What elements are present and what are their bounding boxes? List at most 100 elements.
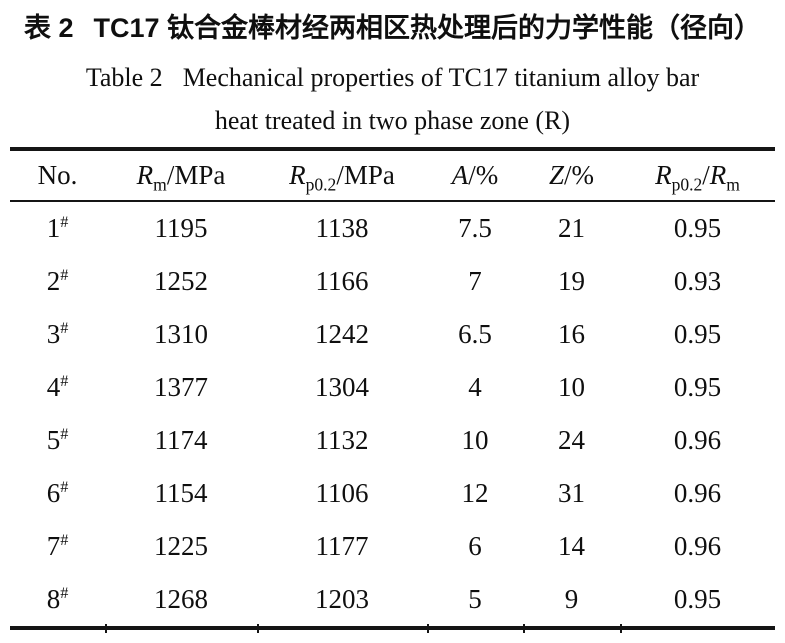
cell-rm: 1268 (154, 584, 208, 614)
specimen-number-mark: # (60, 584, 69, 602)
col-header-no-label: No. (37, 160, 78, 190)
cell-z: 10 (558, 372, 585, 402)
cell-ratio: 0.96 (673, 478, 722, 508)
specimen-number: 7 (46, 531, 61, 561)
cell-a: 6 (468, 531, 482, 561)
table-row: 8# 1268 1203 5 9 0.95 (10, 573, 775, 628)
col-header-rm-suffix: /MPa (166, 160, 226, 190)
specimen-number: 2 (46, 266, 61, 296)
cell-rp02: 1242 (315, 319, 369, 349)
cell-rm: 1195 (154, 213, 208, 243)
col-header-rp02-symbol: R (289, 160, 306, 190)
col-header-z: Z/% (523, 149, 620, 202)
specimen-number: 6 (46, 478, 61, 508)
table-caption-en-label: Table 2 (85, 63, 163, 92)
cell-rm: 1154 (154, 478, 208, 508)
col-header-a-symbol: A (451, 160, 469, 190)
table-body: 1# 1195 1138 7.5 21 0.95 2# 1252 1166 7 … (10, 201, 775, 628)
table-row: 6# 1154 1106 12 31 0.96 (10, 467, 775, 520)
cell-a: 4 (468, 372, 482, 402)
table-header-row: No. Rm/MPa Rp0.2/MPa A/% Z/% R (10, 149, 775, 202)
col-header-rm-symbol: R (136, 160, 154, 190)
col-header-rp02: Rp0.2/MPa (257, 149, 427, 202)
cell-a: 10 (461, 425, 489, 455)
col-header-ratio-symbol2: R (709, 160, 727, 190)
cell-z: 16 (558, 319, 585, 349)
col-header-ratio-symbol1: R (655, 160, 672, 190)
cell-no: 3# (10, 308, 105, 361)
cell-ratio: 0.95 (673, 319, 722, 349)
column-divider-tick (257, 624, 259, 633)
table-row: 2# 1252 1166 7 19 0.93 (10, 255, 775, 308)
column-divider-tick (427, 624, 429, 633)
col-header-a-suffix: /% (468, 160, 499, 190)
column-divider-tick (105, 624, 107, 633)
cell-rp02: 1138 (315, 213, 369, 243)
table-caption-en-text: Mechanical properties of TC17 titanium a… (182, 63, 700, 92)
specimen-number: 5 (46, 425, 61, 455)
col-header-rp02-sub: p0.2 (305, 174, 337, 195)
specimen-number: 8 (46, 584, 61, 614)
cell-a: 5 (468, 584, 482, 614)
cell-z: 24 (558, 425, 585, 455)
col-header-rm-sub: m (153, 174, 167, 195)
specimen-number-mark: # (60, 478, 69, 496)
cell-a: 7 (468, 266, 482, 296)
cell-z: 14 (558, 531, 585, 561)
cell-rm: 1310 (154, 319, 208, 349)
table-caption: 表 2 TC17 钛合金棒材经两相区热处理后的力学性能（径向） Table 2 … (0, 0, 785, 147)
col-header-z-symbol: Z (548, 160, 565, 190)
table-row: 5# 1174 1132 10 24 0.96 (10, 414, 775, 467)
cell-rm: 1377 (154, 372, 208, 402)
table-caption-zh-label: 表 2 (23, 13, 74, 43)
table-row: 7# 1225 1177 6 14 0.96 (10, 520, 775, 573)
table-row: 1# 1195 1138 7.5 21 0.95 (10, 201, 775, 255)
specimen-number-mark: # (60, 372, 69, 390)
table-header: No. Rm/MPa Rp0.2/MPa A/% Z/% R (10, 149, 775, 202)
cell-rm: 1252 (154, 266, 208, 296)
cell-rp02: 1132 (315, 425, 369, 455)
cell-no: 8# (10, 573, 105, 628)
cell-a: 7.5 (458, 213, 492, 243)
col-header-rp02-suffix: /MPa (336, 160, 395, 190)
specimen-number: 3 (46, 319, 61, 349)
cell-rp02: 1166 (315, 266, 369, 296)
specimen-number-mark: # (60, 531, 69, 549)
cell-no: 7# (10, 520, 105, 573)
cell-no: 2# (10, 255, 105, 308)
cell-rm: 1225 (154, 531, 208, 561)
cell-z: 31 (558, 478, 585, 508)
cell-rp02: 1106 (315, 478, 369, 508)
column-divider-tick (523, 624, 525, 633)
specimen-number: 1 (46, 213, 61, 243)
cell-z: 9 (564, 584, 579, 614)
cell-ratio: 0.96 (673, 531, 722, 561)
table-caption-zh-text: TC17 钛合金棒材经两相区热处理后的力学性能（径向） (93, 13, 762, 43)
specimen-number-mark: # (60, 425, 69, 443)
cell-no: 4# (10, 361, 105, 414)
column-divider-tick (620, 624, 622, 633)
cell-no: 1# (10, 201, 105, 255)
table-row: 3# 1310 1242 6.5 16 0.95 (10, 308, 775, 361)
cell-ratio: 0.95 (673, 372, 722, 402)
cell-ratio: 0.93 (673, 266, 722, 296)
specimen-number-mark: # (60, 319, 69, 337)
cell-rp02: 1203 (315, 584, 369, 614)
col-header-no: No. (10, 149, 105, 202)
table-caption-en-line2: heat treated in two phase zone (R) (214, 106, 571, 135)
cell-ratio: 0.96 (673, 425, 722, 455)
cell-a: 6.5 (458, 319, 492, 349)
col-header-ratio-slash: / (702, 160, 710, 190)
cell-no: 6# (10, 467, 105, 520)
cell-a: 12 (461, 478, 489, 508)
cell-rp02: 1304 (315, 372, 369, 402)
col-header-ratio-sub2: m (726, 174, 740, 195)
cell-ratio: 0.95 (673, 213, 722, 243)
col-header-ratio: Rp0.2/Rm (620, 149, 775, 202)
mechanical-properties-table: No. Rm/MPa Rp0.2/MPa A/% Z/% R (10, 147, 775, 630)
table-caption-en-line1: Table 2 Mechanical properties of TC17 ti… (0, 59, 785, 97)
col-header-a: A/% (427, 149, 523, 202)
col-header-z-suffix: /% (564, 160, 595, 190)
cell-rm: 1174 (154, 425, 208, 455)
